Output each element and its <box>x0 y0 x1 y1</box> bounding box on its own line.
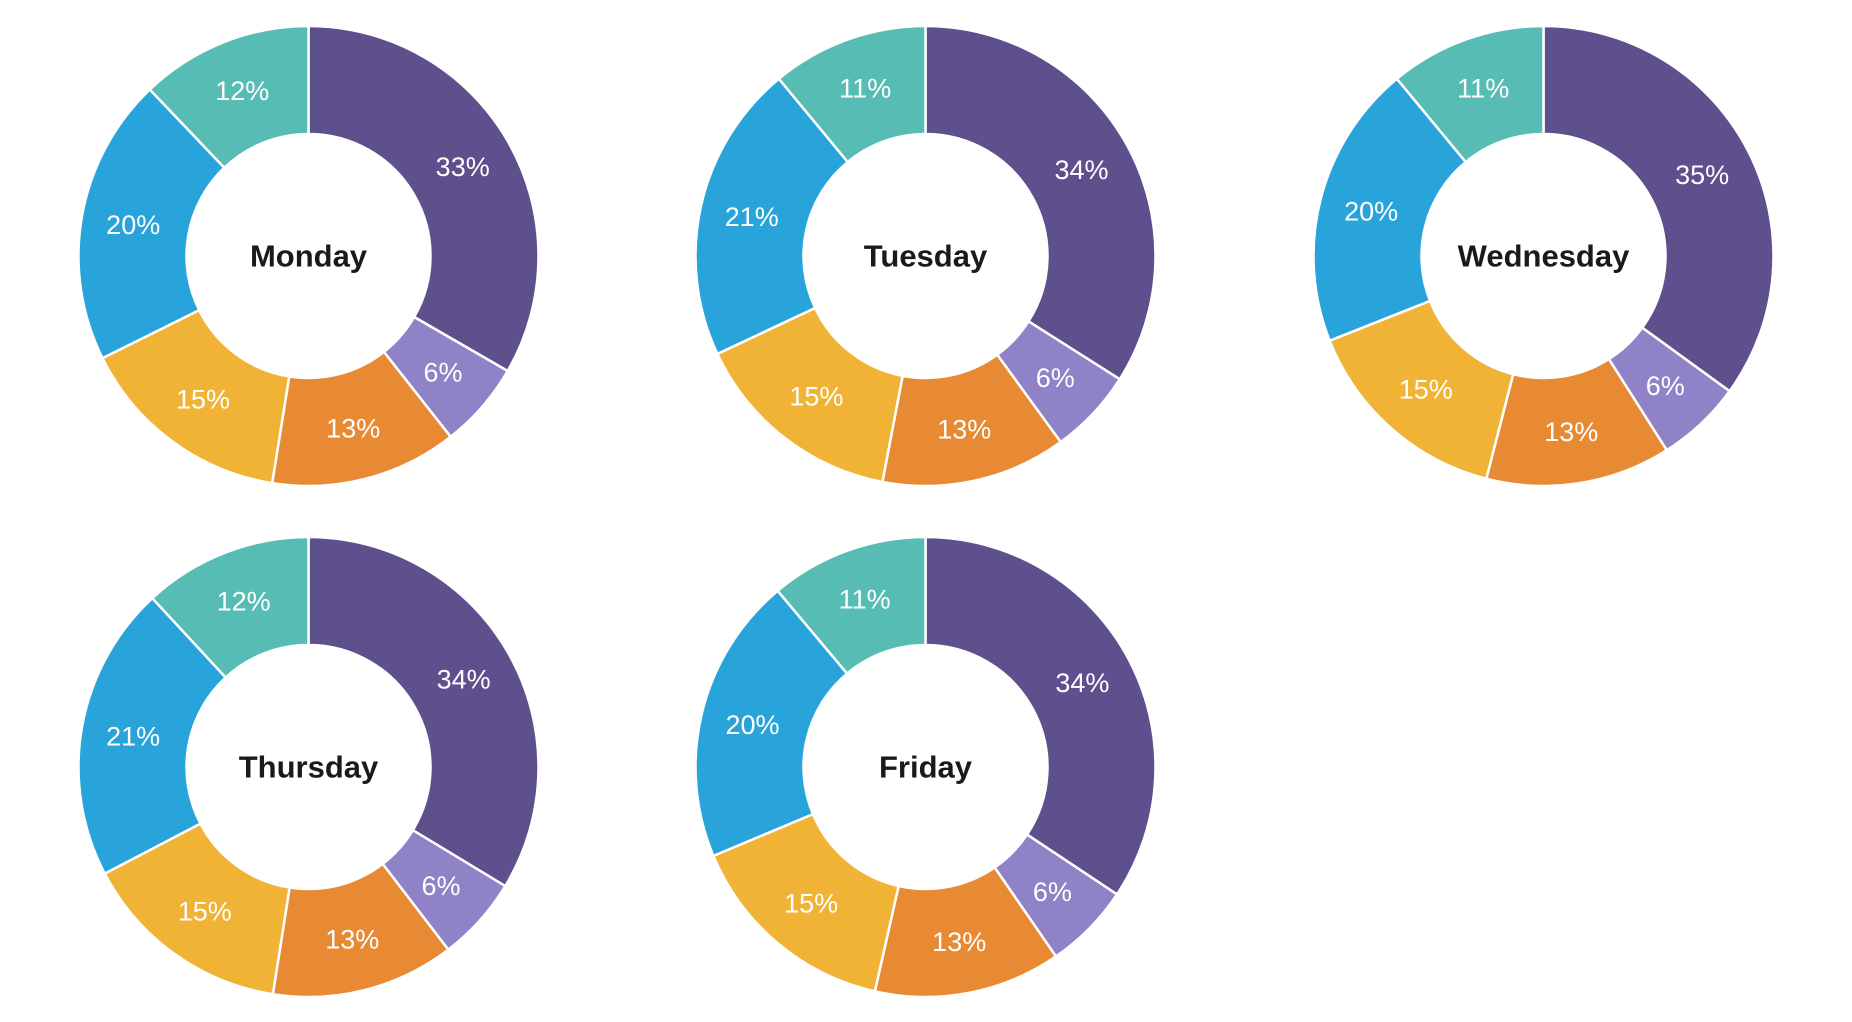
donut-svg-tuesday: 34% 6% 13% 15% 21% 11% Tuesday <box>694 24 1158 488</box>
donut-center-title: Tuesday <box>864 239 988 274</box>
donut-slice-amber <box>716 306 905 484</box>
slice-percentage-label-purple: 34% <box>1056 668 1110 698</box>
slice-percentage-label-orange: 13% <box>938 415 992 445</box>
donut-svg-thursday: 34% 6% 13% 15% 21% 12% Thursday <box>77 535 540 999</box>
donut-slice-purple <box>1541 24 1775 393</box>
slice-percentage-label-blue: 20% <box>106 210 160 240</box>
slice-percentage-label-light-purple: 6% <box>1645 371 1684 401</box>
slice-percentage-label-light-purple: 6% <box>421 871 460 901</box>
slice-percentage-label-amber: 15% <box>790 382 844 412</box>
slice-percentage-label-purple: 34% <box>1055 155 1109 185</box>
donut-slice-blue <box>1311 77 1468 343</box>
donut-slice-blue <box>77 87 227 360</box>
donut-svg-friday: 34% 6% 13% 15% 20% 11% Friday <box>694 535 1158 999</box>
donut-center-title: Monday <box>250 239 368 274</box>
donut-slice-purple <box>924 535 1158 897</box>
slice-percentage-label-orange: 13% <box>933 927 987 957</box>
slice-percentage-label-teal: 12% <box>215 76 269 106</box>
slice-percentage-label-amber: 15% <box>178 897 232 927</box>
slice-percentage-label-blue: 20% <box>726 710 780 740</box>
donut-slice-orange <box>873 865 1058 999</box>
donut-slice-purple <box>307 24 540 373</box>
slice-percentage-label-purple: 34% <box>437 665 491 695</box>
slice-percentage-label-purple: 33% <box>436 152 490 182</box>
donut-slice-amber <box>100 308 291 485</box>
slice-percentage-label-teal: 11% <box>1457 74 1509 104</box>
donut-slice-orange <box>270 350 453 488</box>
slice-percentage-label-light-purple: 6% <box>423 358 462 388</box>
donut-chart-thursday: 34% 6% 13% 15% 21% 12% Thursday <box>0 511 617 1022</box>
donut-slice-blue <box>694 77 850 356</box>
empty-grid-cell <box>1235 511 1852 1022</box>
donut-center-title: Friday <box>879 750 973 785</box>
slice-percentage-label-blue: 20% <box>1344 197 1398 227</box>
donut-chart-monday: 33% 6% 13% 15% 20% 12% Monday <box>0 0 617 511</box>
donut-center-title: Wednesday <box>1457 239 1629 274</box>
donut-chart-friday: 34% 6% 13% 15% 20% 11% Friday <box>617 511 1234 1022</box>
slice-percentage-label-teal: 11% <box>840 74 892 104</box>
slice-percentage-label-light-purple: 6% <box>1033 877 1072 907</box>
donut-slice-teal <box>776 535 928 676</box>
donut-chart-tuesday: 34% 6% 13% 15% 21% 11% Tuesday <box>617 0 1234 511</box>
donut-slice-purple <box>924 24 1158 381</box>
donut-chart-wednesday: 35% 6% 13% 15% 20% 11% Wednesday <box>1235 0 1852 511</box>
donut-slice-teal <box>148 24 310 170</box>
donut-slice-teal <box>150 535 310 680</box>
slice-percentage-label-light-purple: 6% <box>1036 363 1075 393</box>
donut-svg-wednesday: 35% 6% 13% 15% 20% 11% Wednesday <box>1311 24 1775 488</box>
slice-percentage-label-purple: 35% <box>1675 160 1729 190</box>
slice-percentage-label-amber: 15% <box>784 888 838 918</box>
donut-svg-monday: 33% 6% 13% 15% 20% 12% Monday <box>77 24 540 488</box>
donut-slice-purple <box>307 535 540 888</box>
donut-slice-blue <box>77 596 228 876</box>
donut-slice-teal <box>777 24 928 164</box>
slice-percentage-label-amber: 15% <box>176 384 230 414</box>
donut-center-title: Thursday <box>239 750 379 785</box>
slice-percentage-label-teal: 12% <box>217 586 271 616</box>
slice-percentage-label-orange: 13% <box>325 925 379 955</box>
slice-percentage-label-blue: 21% <box>106 722 160 752</box>
slice-percentage-label-orange: 13% <box>326 413 380 443</box>
slice-percentage-label-teal: 11% <box>839 585 891 615</box>
slice-percentage-label-blue: 21% <box>725 202 779 232</box>
donut-slice-amber <box>1327 299 1515 481</box>
donut-slice-blue <box>694 589 850 858</box>
slice-percentage-label-orange: 13% <box>1544 417 1598 447</box>
slice-percentage-label-amber: 15% <box>1398 375 1452 405</box>
donut-slice-amber <box>712 812 901 993</box>
donut-slice-teal <box>1394 24 1545 164</box>
